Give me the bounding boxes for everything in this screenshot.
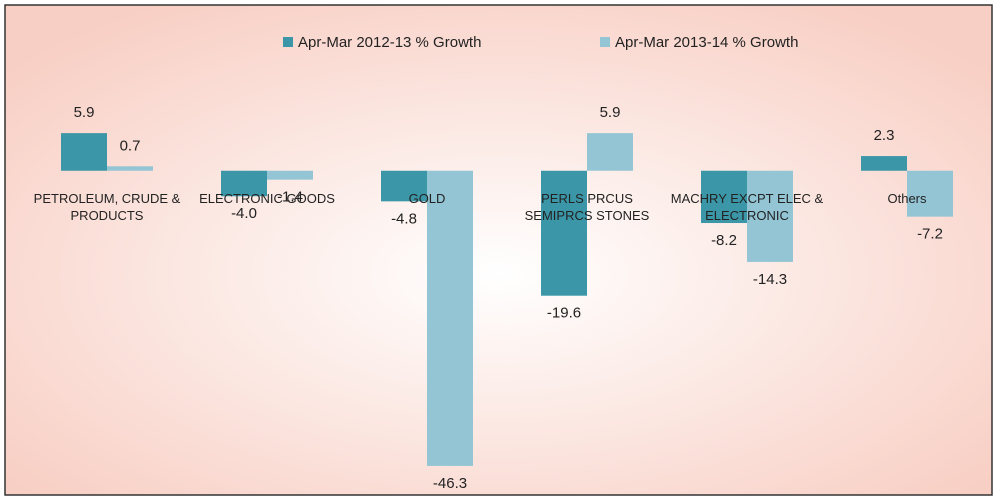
value-label: 0.7 <box>120 137 141 154</box>
value-label: 5.9 <box>600 104 621 121</box>
x-tick-label: Others <box>887 190 927 206</box>
value-label: -19.6 <box>547 305 581 322</box>
value-label: -46.3 <box>433 475 467 492</box>
value-label: 5.9 <box>74 104 95 121</box>
value-label: -4.0 <box>231 205 257 222</box>
bar <box>541 170 587 296</box>
bar <box>427 170 473 466</box>
bar <box>221 170 267 197</box>
value-label: -1.4 <box>277 189 303 206</box>
bar <box>747 170 793 262</box>
bar <box>907 170 953 217</box>
bar <box>861 156 907 171</box>
x-tick-label: GOLD <box>408 190 446 206</box>
x-tick-label: ELECTRONIC GOODS <box>199 190 335 206</box>
value-label: -14.3 <box>753 271 787 288</box>
x-tick-label: PERLS PRCUS SEMIPRCS STONES <box>524 190 650 223</box>
x-tick-label: MACHRY EXCPT ELEC & ELECTRONIC <box>670 190 824 223</box>
bar <box>381 170 427 202</box>
x-tick-label: PETROLEUM, CRUDE & PRODUCTS <box>33 190 181 223</box>
value-label: -8.2 <box>711 232 737 249</box>
value-label: -7.2 <box>917 226 943 243</box>
value-label: 2.3 <box>874 127 895 144</box>
legend-label: Apr-Mar 2013-14 % Growth <box>615 34 798 51</box>
plot-background <box>4 4 993 496</box>
legend-swatch <box>600 37 610 47</box>
legend-label: Apr-Mar 2012-13 % Growth <box>298 34 481 51</box>
value-label: -4.8 <box>391 210 417 227</box>
bar <box>587 133 633 171</box>
bar <box>61 133 107 171</box>
bar <box>107 166 153 171</box>
legend-swatch <box>283 37 293 47</box>
bar <box>701 170 747 224</box>
bar <box>267 170 313 180</box>
